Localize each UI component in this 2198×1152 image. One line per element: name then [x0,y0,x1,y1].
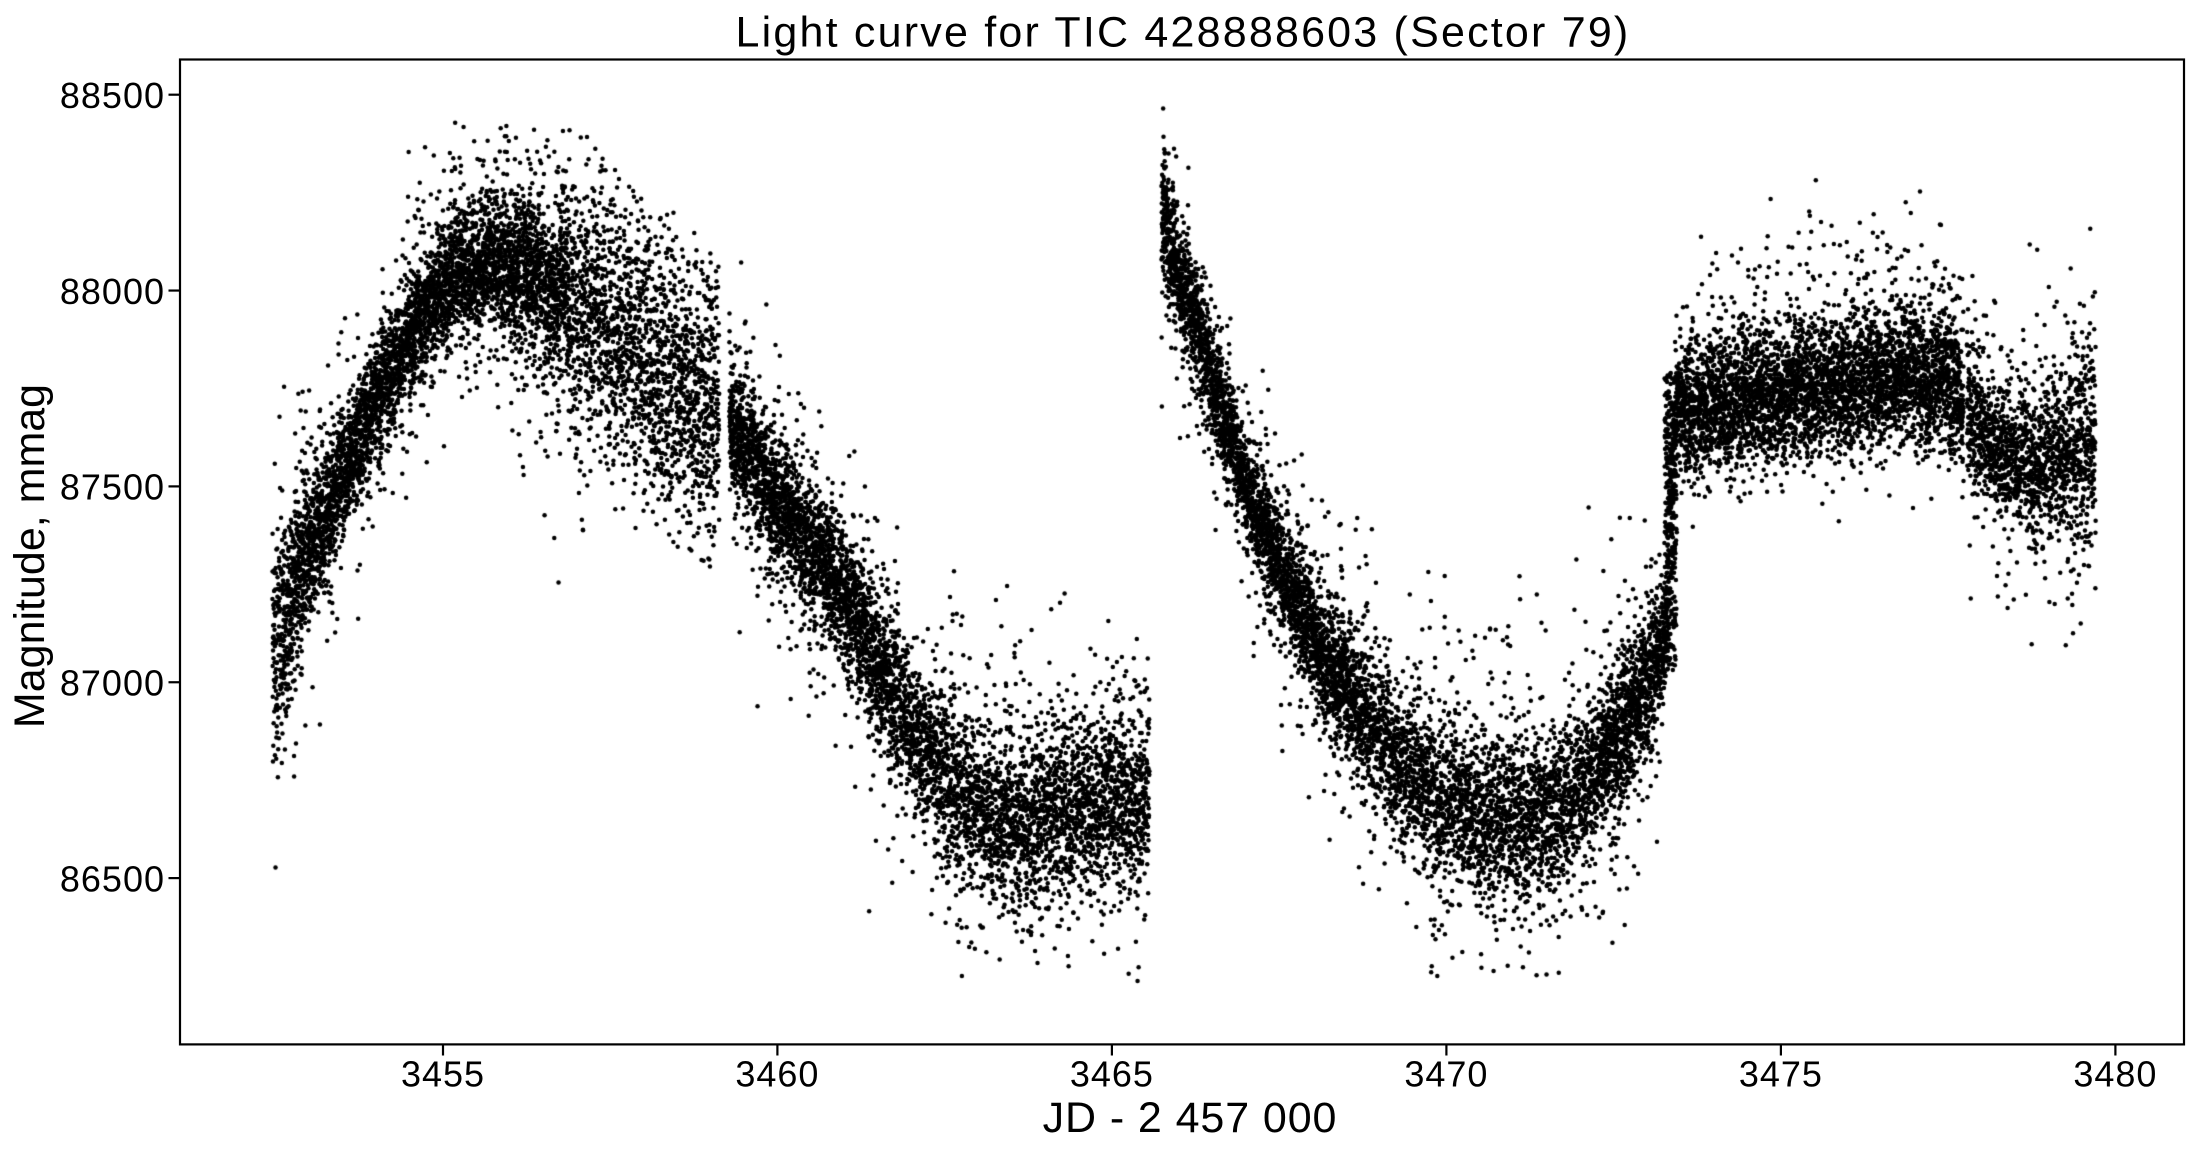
svg-text:3480: 3480 [2073,1054,2157,1095]
svg-text:87500: 87500 [60,467,165,508]
svg-text:3455: 3455 [401,1054,485,1095]
svg-text:Magnitude, mmag: Magnitude, mmag [6,384,54,728]
svg-text:3475: 3475 [1739,1054,1823,1095]
svg-text:88000: 88000 [60,271,165,312]
svg-text:3460: 3460 [735,1054,819,1095]
svg-text:87000: 87000 [60,663,165,704]
svg-text:JD - 2 457 000: JD - 2 457 000 [1043,1094,1338,1142]
svg-text:86500: 86500 [60,858,165,899]
svg-text:Light curve for TIC 428888603: Light curve for TIC 428888603 (Sector 79… [736,9,1631,57]
svg-text:88500: 88500 [60,75,165,116]
svg-text:3470: 3470 [1404,1054,1488,1095]
svg-text:3465: 3465 [1070,1054,1154,1095]
